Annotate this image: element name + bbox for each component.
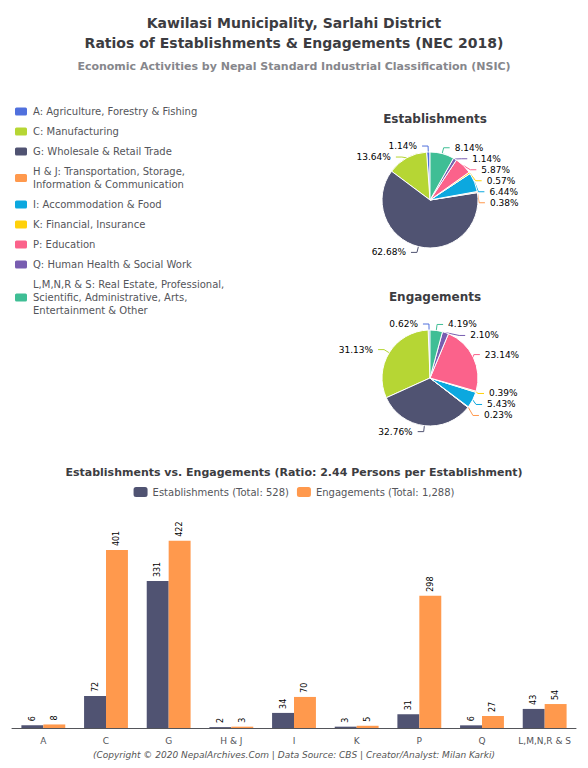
svg-text:0.38%: 0.38% [490, 198, 519, 208]
svg-text:P: P [417, 736, 423, 746]
svg-text:2: 2 [216, 718, 225, 723]
svg-text:0.39%: 0.39% [489, 388, 518, 398]
svg-text:5.87%: 5.87% [481, 165, 510, 175]
svg-text:Establishments vs. Engagements: Establishments vs. Engagements (Ratio: 2… [65, 466, 522, 479]
svg-text:32.76%: 32.76% [378, 427, 413, 437]
svg-text:62.68%: 62.68% [372, 247, 407, 257]
svg-text:8.14%: 8.14% [455, 143, 484, 153]
svg-text:L,M,N,R & S: L,M,N,R & S [518, 736, 571, 746]
svg-text:Q: Q [478, 736, 485, 746]
svg-text:6: 6 [28, 716, 37, 721]
svg-text:G: G [165, 736, 172, 746]
svg-text:70: 70 [300, 683, 309, 693]
svg-text:5: 5 [363, 717, 372, 722]
svg-text:A: Agriculture, Forestry & Fis: A: Agriculture, Forestry & Fishing [33, 106, 197, 117]
svg-text:I: Accommodation & Food: I: Accommodation & Food [33, 199, 162, 210]
svg-text:Q: Human Health & Social Work: Q: Human Health & Social Work [33, 259, 192, 270]
svg-text:31.13%: 31.13% [339, 345, 374, 355]
svg-text:1.14%: 1.14% [388, 141, 417, 151]
svg-text:54: 54 [551, 690, 560, 700]
svg-text:23.14%: 23.14% [485, 350, 520, 360]
svg-text:A: A [40, 736, 47, 746]
svg-text:0.23%: 0.23% [484, 410, 513, 420]
svg-text:0.62%: 0.62% [389, 319, 418, 329]
svg-text:Establishments: Establishments [383, 112, 487, 126]
svg-text:43: 43 [529, 695, 538, 705]
svg-text:72: 72 [91, 682, 100, 692]
svg-text:Entertainment & Other: Entertainment & Other [33, 305, 149, 316]
svg-text:Economic Activities by Nepal S: Economic Activities by Nepal Standard In… [77, 60, 510, 73]
svg-text:L,M,N,R & S: Real Estate, Prof: L,M,N,R & S: Real Estate, Professional, [33, 279, 224, 290]
svg-text:H & J: Transportation, Storage: H & J: Transportation, Storage, [33, 166, 185, 177]
svg-text:331: 331 [153, 562, 162, 577]
svg-text:P: Education: P: Education [33, 239, 95, 250]
svg-text:34: 34 [279, 699, 288, 709]
svg-text:Establishments (Total: 528): Establishments (Total: 528) [153, 487, 289, 498]
svg-text:Ratios of Establishments & Eng: Ratios of Establishments & Engagements (… [85, 35, 504, 51]
svg-text:5.43%: 5.43% [487, 399, 516, 409]
svg-text:31: 31 [404, 700, 413, 710]
svg-text:G: Wholesale & Retail Trade: G: Wholesale & Retail Trade [33, 146, 172, 157]
svg-text:298: 298 [426, 576, 435, 591]
svg-text:K: Financial, Insurance: K: Financial, Insurance [33, 219, 145, 230]
svg-text:K: K [354, 736, 361, 746]
svg-text:13.64%: 13.64% [357, 152, 392, 162]
svg-text:H & J: H & J [220, 736, 242, 746]
svg-text:27: 27 [488, 702, 497, 712]
svg-text:1.14%: 1.14% [472, 154, 501, 164]
svg-text:3: 3 [341, 718, 350, 723]
svg-text:422: 422 [175, 521, 184, 536]
svg-text:3: 3 [238, 718, 247, 723]
svg-text:6: 6 [467, 716, 476, 721]
svg-text:2.10%: 2.10% [470, 330, 499, 340]
svg-text:6.44%: 6.44% [489, 187, 518, 197]
svg-text:(Copyright © 2020 NepalArchive: (Copyright © 2020 NepalArchives.Com | Da… [93, 750, 495, 760]
svg-text:Kawilasi Municipality, Sarlahi: Kawilasi Municipality, Sarlahi District [147, 15, 442, 31]
svg-text:0.57%: 0.57% [487, 176, 516, 186]
svg-text:C: C [103, 736, 109, 746]
svg-text:I: I [293, 736, 296, 746]
svg-text:C: Manufacturing: C: Manufacturing [33, 126, 119, 137]
svg-text:Engagements: Engagements [389, 290, 481, 304]
svg-text:Scientific, Administrative, Ar: Scientific, Administrative, Arts, [33, 292, 187, 303]
svg-text:4.19%: 4.19% [448, 319, 477, 329]
svg-text:Information & Communication: Information & Communication [33, 179, 184, 190]
svg-text:Engagements (Total: 1,288): Engagements (Total: 1,288) [316, 487, 455, 498]
svg-text:401: 401 [112, 531, 121, 546]
svg-text:8: 8 [50, 715, 59, 720]
